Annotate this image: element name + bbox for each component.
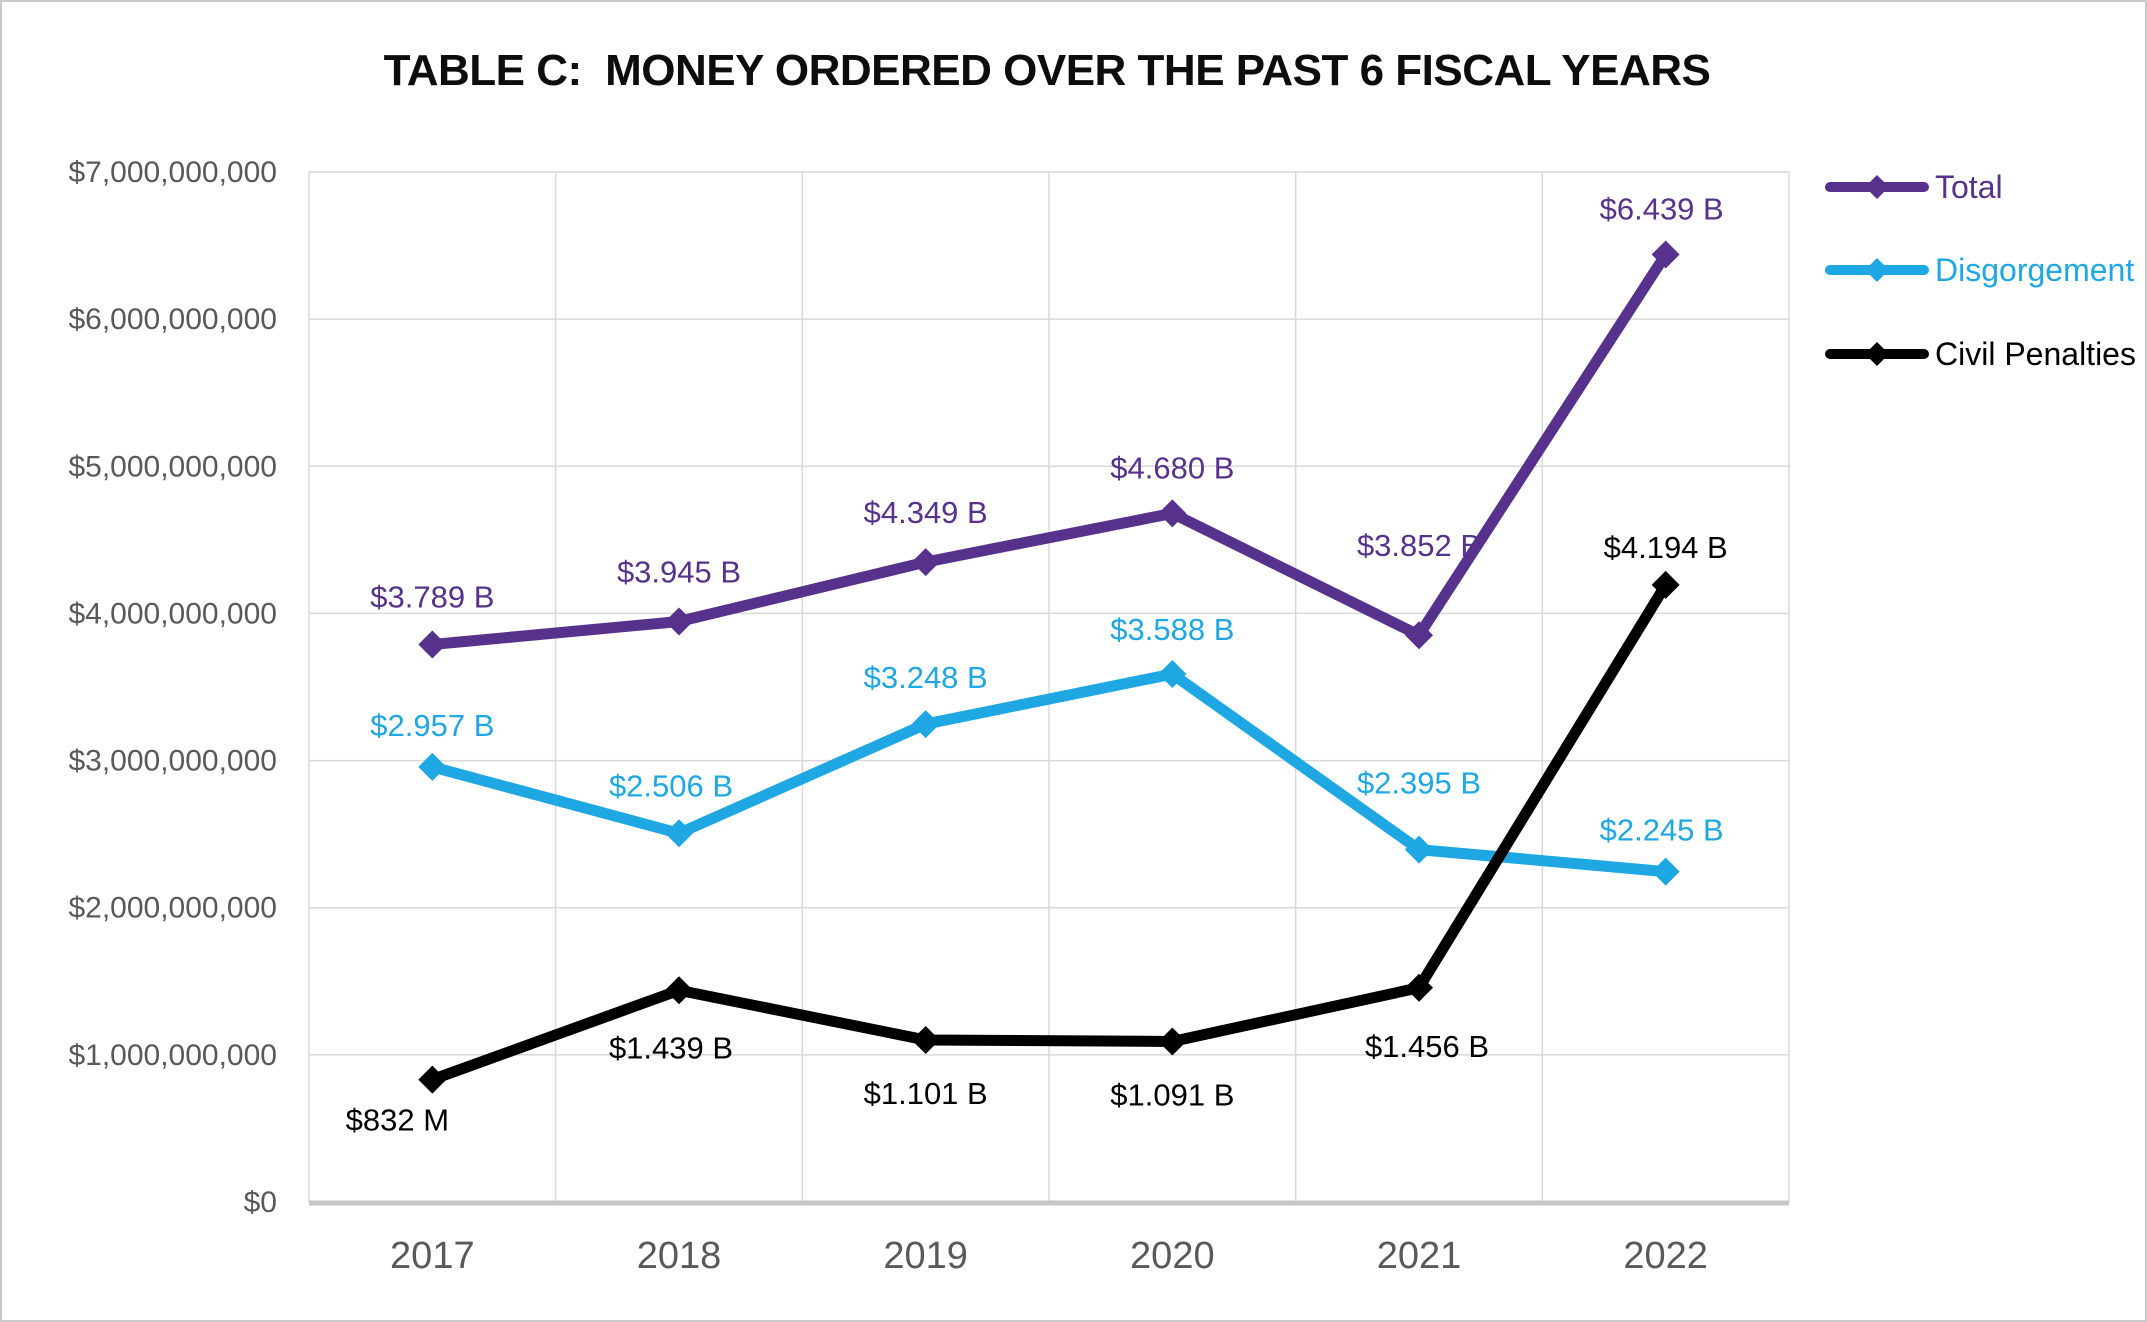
data-point-marker: [1158, 1027, 1187, 1056]
data-label: $1.439 B: [609, 1030, 733, 1065]
x-axis-tick-label: 2019: [883, 1235, 968, 1277]
data-point-marker: [911, 710, 940, 739]
series-line: [430, 668, 1667, 878]
data-label: $3.789 B: [370, 579, 494, 614]
y-axis-tick-label: $0: [244, 1186, 277, 1219]
y-axis-tick-labels: $0 $1,000,000,000 $2,000,000,000 $3,000,000…: [68, 156, 277, 1219]
legend-label: Civil Penalties: [1935, 335, 2136, 372]
data-label: $2.395 B: [1357, 766, 1481, 801]
legend-label: Total: [1935, 168, 2003, 205]
legend-swatch: [1825, 258, 1929, 282]
y-axis-tick-label: $4,000,000,000: [68, 597, 277, 630]
x-axis-tick-labels: 2017 2018 2019 2020 2021 2022: [390, 1235, 1708, 1277]
data-label: $3.248 B: [864, 660, 988, 695]
x-axis-tick-label: 2017: [390, 1235, 475, 1277]
x-axis-tick-label: 2022: [1623, 1235, 1708, 1277]
series-line: [431, 251, 1671, 650]
x-axis-tick-label: 2018: [637, 1235, 722, 1277]
data-point-marker: [1158, 660, 1187, 689]
legend-marker: [1865, 258, 1889, 282]
data-point-marker: [418, 1065, 447, 1094]
data-label: $1.091 B: [1110, 1077, 1234, 1112]
data-point-marker: [911, 548, 940, 577]
data-label: $3.945 B: [617, 555, 741, 590]
data-label: $1.456 B: [1365, 1029, 1489, 1064]
data-label: $2.957 B: [370, 708, 494, 743]
data-point-marker: [1158, 499, 1187, 528]
data-label: $2.506 B: [609, 768, 733, 803]
data-label: $1.101 B: [864, 1076, 988, 1111]
data-label: $4.194 B: [1604, 530, 1728, 565]
y-axis-tick-label: $6,000,000,000: [68, 303, 277, 336]
series-total: $3.789 B $3.945 B $4.349 B $4.680 B $3.852 B…: [370, 192, 1724, 659]
data-label: $832 M: [346, 1103, 449, 1138]
legend-swatch: [1825, 342, 1929, 366]
data-point-marker: [1651, 857, 1680, 886]
data-point-marker: [418, 752, 447, 781]
legend-marker: [1865, 175, 1889, 199]
series-line: [430, 582, 1671, 1085]
data-point-marker: [418, 630, 447, 659]
chart-title: TABLE C: MONEY ORDERED OVER THE PAST 6 F…: [383, 46, 1711, 95]
legend: Total Disgorgement Civil Penalties: [1825, 2, 2145, 422]
legend-swatch: [1825, 175, 1929, 199]
data-label: $3.588 B: [1110, 612, 1234, 647]
data-point-marker: [1651, 570, 1680, 599]
legend-item-total: Total: [1825, 165, 2003, 209]
data-point-marker: [665, 976, 693, 1005]
data-label: $3.852 B: [1357, 528, 1481, 563]
series-disgorgement: $2.957 B $2.506 B $3.248 B $3.588 B $2.395 B…: [370, 612, 1724, 886]
data-point-marker: [665, 607, 693, 636]
series-civil-penalties: $832 M $1.439 B $1.101 B $1.091 B $1.456 B $4…: [346, 530, 1728, 1138]
y-axis-tick-label: $2,000,000,000: [68, 892, 277, 925]
legend-marker: [1865, 342, 1889, 366]
legend-item-disgorgement: Disgorgement: [1825, 248, 2134, 292]
data-label: $2.245 B: [1600, 813, 1724, 848]
legend-item-civil-penalties: Civil Penalties: [1825, 332, 2136, 376]
x-axis-tick-label: 2020: [1130, 1235, 1215, 1277]
data-point-marker: [1651, 240, 1680, 269]
data-point-marker: [665, 819, 693, 848]
data-label: $4.349 B: [864, 495, 988, 530]
data-label: $6.439 B: [1600, 192, 1724, 227]
data-point-marker: [1405, 973, 1433, 1002]
data-label: $4.680 B: [1110, 450, 1234, 485]
y-axis-tick-label: $5,000,000,000: [68, 450, 277, 483]
data-point-marker: [1405, 835, 1433, 864]
x-axis-tick-label: 2021: [1377, 1235, 1462, 1277]
y-axis-tick-label: $1,000,000,000: [68, 1039, 277, 1072]
y-axis-tick-label: $7,000,000,000: [68, 156, 277, 189]
y-axis-tick-label: $3,000,000,000: [68, 745, 277, 778]
data-point-marker: [911, 1025, 940, 1054]
legend-label: Disgorgement: [1935, 251, 2135, 288]
data-point-marker: [1405, 621, 1433, 650]
